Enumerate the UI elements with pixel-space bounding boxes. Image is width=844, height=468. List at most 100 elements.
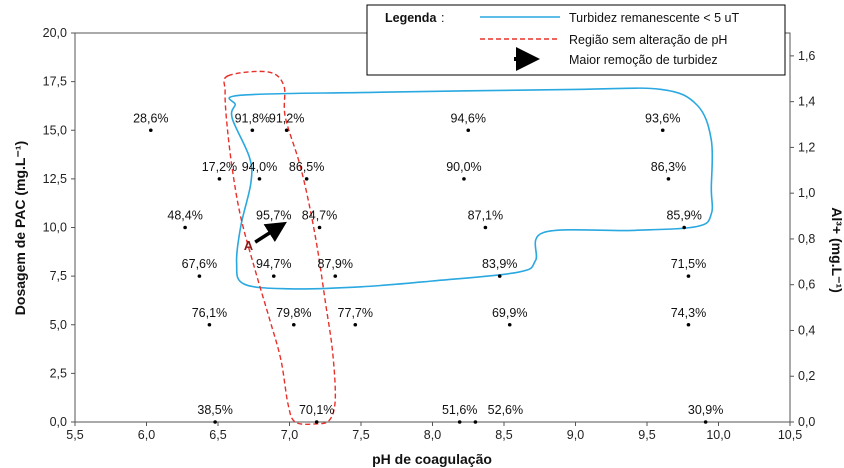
legend: Legenda : Turbidez remanescente < 5 uT R… (366, 4, 786, 76)
data-point (304, 177, 309, 181)
y-tick-label: 20,0 (43, 26, 67, 40)
data-label: 71,5% (671, 257, 706, 271)
data-label: 52,6% (488, 403, 523, 417)
y2-tick-label: 0,8 (798, 232, 815, 246)
x-tick-label: 7,5 (352, 428, 369, 442)
annotation-a: A (244, 238, 254, 253)
legend-entry-maior: Maior remoção de turbidez (569, 53, 718, 67)
data-point (483, 225, 488, 230)
y2-tick-label: 1,0 (798, 186, 815, 200)
data-label: 90,0% (446, 160, 481, 174)
data-label: 76,1% (192, 306, 227, 320)
y2-tick-label: 0,0 (798, 415, 815, 429)
data-point (284, 128, 289, 133)
data-point (291, 322, 296, 327)
data-label: 91,8% (235, 111, 270, 125)
data-point (686, 322, 691, 327)
x-tick-label: 9,5 (638, 428, 655, 442)
data-label: 70,1% (299, 403, 334, 417)
data-label: 86,5% (289, 160, 324, 174)
data-point (462, 177, 466, 181)
y2-tick-label: 0,4 (798, 323, 815, 337)
x-tick-label: 6,0 (138, 428, 155, 442)
y2-tick-label: 1,4 (798, 95, 815, 109)
data-label: 67,6% (182, 257, 217, 271)
y-tick-label: 7,5 (50, 269, 67, 283)
data-point (686, 274, 691, 278)
data-point (148, 128, 153, 133)
data-point (207, 322, 212, 327)
x-tick-label: 6,5 (209, 428, 226, 442)
data-label: 85,9% (666, 209, 701, 223)
x-tick-label: 8,0 (424, 428, 441, 442)
y-tick-label: 5,0 (50, 318, 67, 332)
legend-box (366, 4, 786, 76)
x-axis-title: pH de coagulação (372, 451, 492, 467)
data-point (183, 225, 187, 230)
data-label: 48,4% (167, 209, 202, 223)
legend-title-colon: : (441, 11, 444, 25)
data-label: 94,6% (451, 111, 486, 125)
data-label: 51,6% (442, 403, 477, 417)
data-label: 84,7% (302, 209, 337, 223)
data-point (353, 322, 358, 327)
data-label: 91,2% (269, 111, 304, 125)
y-tick-label: 2,5 (50, 366, 67, 380)
y-tick-label: 12,5 (43, 172, 67, 186)
axis-ticks: 5,5 6,0 6,5 7,0 7,5 8,0 8,5 9,0 9,5 10,0 10,50,02,… (43, 26, 816, 442)
x-tick-label: 7,0 (281, 428, 298, 442)
data-label: 74,3% (671, 306, 706, 320)
turbidity-region (228, 87, 714, 290)
x-tick-label: 8,5 (495, 428, 512, 442)
data-point (213, 420, 217, 424)
data-label: 87,1% (468, 209, 503, 223)
data-label: 86,3% (651, 160, 686, 174)
data-label: 87,9% (318, 257, 353, 271)
data-label: 94,7% (256, 257, 291, 271)
data-point (217, 177, 222, 181)
data-point (257, 177, 262, 181)
x-tick-label: 10,5 (778, 428, 802, 442)
data-point (682, 225, 686, 230)
y-tick-label: 10,0 (43, 221, 67, 235)
data-label: 17,2% (202, 160, 237, 174)
y2-tick-label: 1,2 (798, 140, 815, 154)
y2-tick-label: 1,6 (798, 49, 815, 63)
x-tick-label: 9,0 (567, 428, 584, 442)
data-point (497, 274, 502, 278)
legend-entry-regiao: Região sem alteração de pH (569, 33, 727, 47)
data-label: 94,0% (242, 160, 277, 174)
y2-axis-title: Al³+ (mg.L⁻¹) (829, 207, 844, 293)
data-point (466, 128, 471, 133)
data-point (250, 128, 255, 133)
y2-tick-label: 0,6 (798, 278, 815, 292)
data-point (197, 274, 202, 278)
y2-tick-label: 0,2 (798, 369, 815, 383)
y-tick-label: 15,0 (43, 123, 67, 137)
data-label: 79,8% (276, 306, 311, 320)
y-tick-label: 0,0 (50, 415, 67, 429)
data-label: 30,9% (688, 403, 723, 417)
data-point (660, 128, 665, 133)
y-axis-title: Dosagem de PAC (mg.L⁻¹) (12, 141, 28, 315)
regions: A (223, 70, 714, 426)
y-tick-label: 17,5 (43, 75, 67, 89)
x-tick-label: 10,0 (706, 428, 730, 442)
data-point (507, 322, 512, 327)
plot-area (74, 32, 791, 423)
ph-region (223, 70, 337, 426)
data-point (317, 225, 322, 230)
data-point (271, 274, 276, 278)
data-point (333, 274, 338, 278)
data-point (666, 177, 671, 181)
data-label: 28,6% (133, 111, 168, 125)
legend-entry-turbidez: Turbidez remanescente < 5 uT (569, 11, 739, 25)
data-label: 69,9% (492, 306, 527, 320)
legend-title: Legenda (385, 11, 437, 25)
data-label: 38,5% (197, 403, 232, 417)
data-label: 83,9% (482, 257, 517, 271)
max-removal-arrow (254, 221, 287, 244)
x-tick-label: 5,5 (66, 428, 83, 442)
data-point (314, 420, 319, 424)
